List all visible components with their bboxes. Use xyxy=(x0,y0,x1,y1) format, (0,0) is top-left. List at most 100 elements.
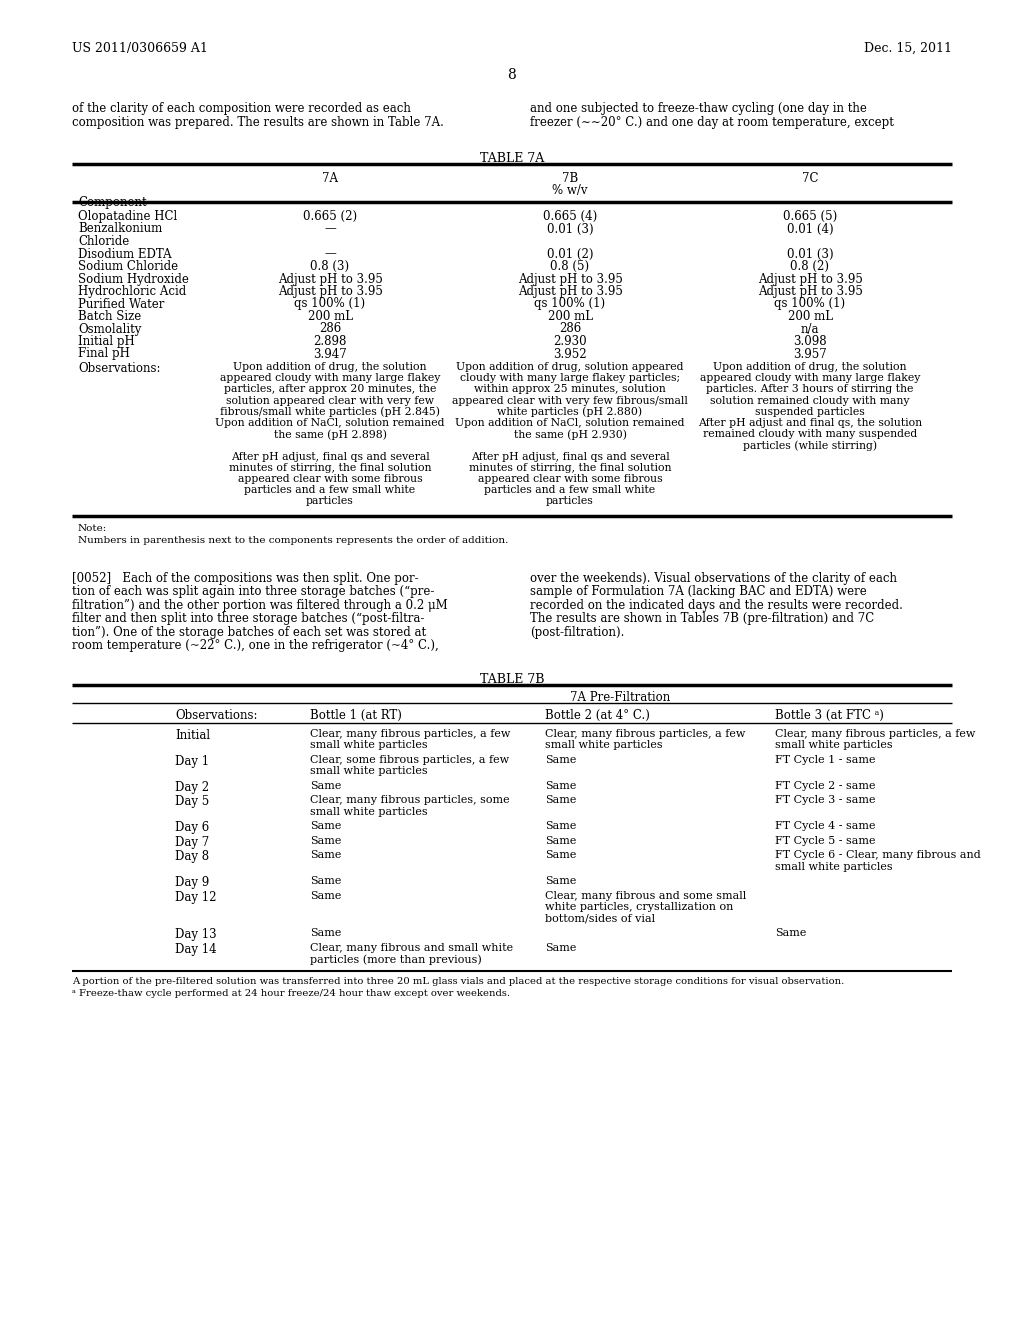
Text: over the weekends). Visual observations of the clarity of each: over the weekends). Visual observations … xyxy=(530,572,897,585)
Text: particles and a few small white: particles and a few small white xyxy=(245,486,416,495)
Text: Chloride: Chloride xyxy=(78,235,129,248)
Text: white particles, crystallization on: white particles, crystallization on xyxy=(545,902,733,912)
Text: Clear, many fibrous particles, a few: Clear, many fibrous particles, a few xyxy=(545,729,745,739)
Text: Dec. 15, 2011: Dec. 15, 2011 xyxy=(864,42,952,55)
Text: Final pH: Final pH xyxy=(78,347,130,360)
Text: Day 7: Day 7 xyxy=(175,836,209,849)
Text: particles (while stirring): particles (while stirring) xyxy=(743,441,878,451)
Text: suspended particles: suspended particles xyxy=(755,407,865,417)
Text: 3.947: 3.947 xyxy=(313,347,347,360)
Text: FT Cycle 3 - same: FT Cycle 3 - same xyxy=(775,795,876,805)
Text: After pH adjust, final qs and several: After pH adjust, final qs and several xyxy=(471,451,670,462)
Text: 200 mL: 200 mL xyxy=(307,310,352,323)
Text: cloudy with many large flakey particles;: cloudy with many large flakey particles; xyxy=(460,374,680,383)
Text: [0052]   Each of the compositions was then split. One por-: [0052] Each of the compositions was then… xyxy=(72,572,419,585)
Text: Upon addition of NaCl, solution remained: Upon addition of NaCl, solution remained xyxy=(456,418,685,428)
Text: tion”). One of the storage batches of each set was stored at: tion”). One of the storage batches of ea… xyxy=(72,626,426,639)
Text: appeared cloudy with many large flakey: appeared cloudy with many large flakey xyxy=(220,374,440,383)
Text: 0.01 (3): 0.01 (3) xyxy=(786,248,834,260)
Text: particles (more than previous): particles (more than previous) xyxy=(310,954,481,965)
Text: Same: Same xyxy=(310,780,341,791)
Text: Adjust pH to 3.95: Adjust pH to 3.95 xyxy=(758,285,862,298)
Text: 0.01 (2): 0.01 (2) xyxy=(547,248,593,260)
Text: Sodium Chloride: Sodium Chloride xyxy=(78,260,178,273)
Text: fibrous/small white particles (pH 2.845): fibrous/small white particles (pH 2.845) xyxy=(220,407,440,417)
Text: 286: 286 xyxy=(559,322,582,335)
Text: Adjust pH to 3.95: Adjust pH to 3.95 xyxy=(517,285,623,298)
Text: within approx 25 minutes, solution: within approx 25 minutes, solution xyxy=(474,384,666,395)
Text: —: — xyxy=(325,223,336,235)
Text: Same: Same xyxy=(310,850,341,861)
Text: Sodium Hydroxide: Sodium Hydroxide xyxy=(78,272,188,285)
Text: 7A: 7A xyxy=(322,172,338,185)
Text: TABLE 7B: TABLE 7B xyxy=(480,673,544,685)
Text: minutes of stirring, the final solution: minutes of stirring, the final solution xyxy=(469,463,672,473)
Text: Upon addition of NaCl, solution remained: Upon addition of NaCl, solution remained xyxy=(215,418,444,428)
Text: 286: 286 xyxy=(318,322,341,335)
Text: Osmolality: Osmolality xyxy=(78,322,141,335)
Text: room temperature (~22° C.), one in the refrigerator (~4° C.),: room temperature (~22° C.), one in the r… xyxy=(72,639,438,652)
Text: Initial: Initial xyxy=(175,729,210,742)
Text: Initial pH: Initial pH xyxy=(78,335,135,348)
Text: Same: Same xyxy=(310,891,341,900)
Text: Same: Same xyxy=(310,876,341,886)
Text: Batch Size: Batch Size xyxy=(78,310,141,323)
Text: Adjust pH to 3.95: Adjust pH to 3.95 xyxy=(278,272,382,285)
Text: composition was prepared. The results are shown in Table 7A.: composition was prepared. The results ar… xyxy=(72,116,443,129)
Text: Same: Same xyxy=(545,821,577,832)
Text: 7C: 7C xyxy=(802,172,818,185)
Text: Day 12: Day 12 xyxy=(175,891,216,904)
Text: Same: Same xyxy=(310,928,341,939)
Text: and one subjected to freeze-thaw cycling (one day in the: and one subjected to freeze-thaw cycling… xyxy=(530,102,867,115)
Text: 0.01 (3): 0.01 (3) xyxy=(547,223,593,235)
Text: small white particles: small white particles xyxy=(545,741,663,750)
Text: Same: Same xyxy=(545,780,577,791)
Text: Same: Same xyxy=(310,836,341,846)
Text: Adjust pH to 3.95: Adjust pH to 3.95 xyxy=(278,285,382,298)
Text: Day 13: Day 13 xyxy=(175,928,217,941)
Text: solution remained cloudy with many: solution remained cloudy with many xyxy=(711,396,909,405)
Text: Day 1: Day 1 xyxy=(175,755,209,768)
Text: filter and then split into three storage batches (“post-filtra-: filter and then split into three storage… xyxy=(72,612,424,626)
Text: After pH adjust and final qs, the solution: After pH adjust and final qs, the soluti… xyxy=(698,418,922,428)
Text: solution appeared clear with very few: solution appeared clear with very few xyxy=(226,396,434,405)
Text: FT Cycle 1 - same: FT Cycle 1 - same xyxy=(775,755,876,764)
Text: of the clarity of each composition were recorded as each: of the clarity of each composition were … xyxy=(72,102,411,115)
Text: Purified Water: Purified Water xyxy=(78,297,165,310)
Text: Day 14: Day 14 xyxy=(175,942,217,956)
Text: Clear, many fibrous and small white: Clear, many fibrous and small white xyxy=(310,942,513,953)
Text: particles, after approx 20 minutes, the: particles, after approx 20 minutes, the xyxy=(224,384,436,395)
Text: Bottle 2 (at 4° C.): Bottle 2 (at 4° C.) xyxy=(545,709,650,722)
Text: freezer (∼∼20° C.) and one day at room temperature, except: freezer (∼∼20° C.) and one day at room t… xyxy=(530,116,894,129)
Text: Observations:: Observations: xyxy=(175,709,257,722)
Text: 200 mL: 200 mL xyxy=(787,310,833,323)
Text: 0.8 (2): 0.8 (2) xyxy=(791,260,829,273)
Text: Day 6: Day 6 xyxy=(175,821,209,834)
Text: Day 8: Day 8 xyxy=(175,850,209,863)
Text: Olopatadine HCl: Olopatadine HCl xyxy=(78,210,177,223)
Text: Same: Same xyxy=(545,836,577,846)
Text: 0.8 (5): 0.8 (5) xyxy=(551,260,590,273)
Text: appeared clear with some fibrous: appeared clear with some fibrous xyxy=(477,474,663,484)
Text: Numbers in parenthesis next to the components represents the order of addition.: Numbers in parenthesis next to the compo… xyxy=(78,536,508,545)
Text: 3.098: 3.098 xyxy=(794,335,826,348)
Text: appeared clear with some fibrous: appeared clear with some fibrous xyxy=(238,474,422,484)
Text: Upon addition of drug, the solution: Upon addition of drug, the solution xyxy=(714,362,906,372)
Text: FT Cycle 4 - same: FT Cycle 4 - same xyxy=(775,821,876,832)
Text: 0.665 (2): 0.665 (2) xyxy=(303,210,357,223)
Text: Adjust pH to 3.95: Adjust pH to 3.95 xyxy=(758,272,862,285)
Text: Observations:: Observations: xyxy=(78,362,161,375)
Text: Day 9: Day 9 xyxy=(175,876,209,890)
Text: Clear, many fibrous and some small: Clear, many fibrous and some small xyxy=(545,891,746,900)
Text: remained cloudy with many suspended: remained cloudy with many suspended xyxy=(702,429,918,440)
Text: 0.665 (5): 0.665 (5) xyxy=(783,210,838,223)
Text: Clear, some fibrous particles, a few: Clear, some fibrous particles, a few xyxy=(310,755,509,764)
Text: Bottle 3 (at FTC ᵃ): Bottle 3 (at FTC ᵃ) xyxy=(775,709,884,722)
Text: n/a: n/a xyxy=(801,322,819,335)
Text: small white particles: small white particles xyxy=(310,741,428,750)
Text: —: — xyxy=(325,248,336,260)
Text: 0.8 (3): 0.8 (3) xyxy=(310,260,349,273)
Text: FT Cycle 2 - same: FT Cycle 2 - same xyxy=(775,780,876,791)
Text: 7B: 7B xyxy=(562,172,579,185)
Text: Clear, many fibrous particles, a few: Clear, many fibrous particles, a few xyxy=(310,729,510,739)
